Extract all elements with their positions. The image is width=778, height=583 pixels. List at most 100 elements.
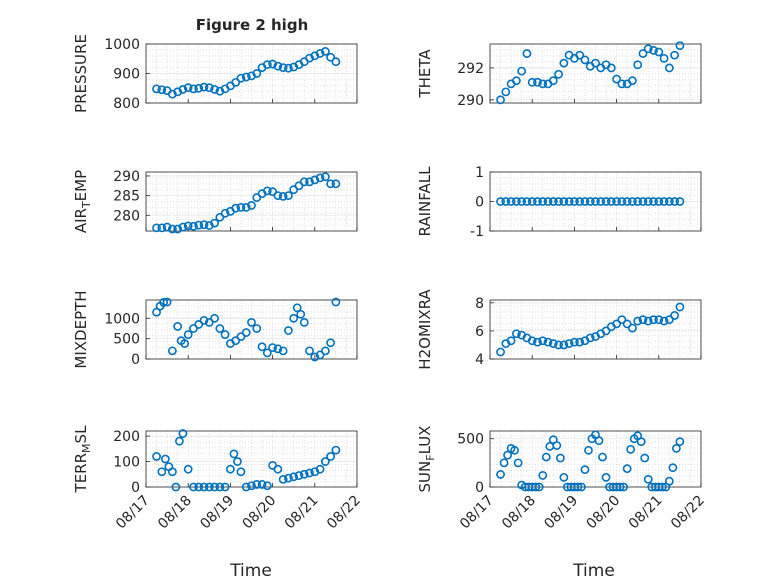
data-point xyxy=(210,218,219,228)
data-point xyxy=(331,445,341,455)
y-axis-label: AIRTEMP xyxy=(72,170,93,233)
data-point xyxy=(636,437,646,447)
data-point xyxy=(638,197,648,206)
data-point xyxy=(668,463,678,473)
data-point xyxy=(262,348,272,358)
data-point xyxy=(204,83,214,93)
x-tick-label: 08/19 xyxy=(541,493,581,533)
subplot-h2omixra: 4 6 8 H2OMIXRA xyxy=(416,289,702,370)
data-point xyxy=(638,315,648,325)
data-point xyxy=(601,472,611,482)
data-point xyxy=(178,222,188,232)
data-point xyxy=(284,63,293,73)
y-tick-label: 292 xyxy=(457,61,484,77)
data-point xyxy=(326,452,336,461)
data-point xyxy=(671,443,681,453)
data-point xyxy=(657,482,667,492)
y-tick-label: 800 xyxy=(113,96,140,112)
data-point xyxy=(194,320,204,329)
y-tick-label: 500 xyxy=(457,432,484,448)
data-point xyxy=(554,197,563,206)
data-point xyxy=(284,326,293,335)
data-point xyxy=(559,472,569,482)
data-point xyxy=(199,220,209,230)
y-tick-label: 280 xyxy=(113,208,140,224)
subplot-sun_flux: 0 500 08/17 08/18 08/19 08/20 08/21 08/22 SUNFLU… xyxy=(416,426,708,533)
data-point xyxy=(152,452,161,461)
data-point xyxy=(622,464,632,474)
data-point xyxy=(278,346,288,356)
x-tick-label: 08/18 xyxy=(499,493,539,533)
data-point xyxy=(299,317,309,327)
y-tick-label: 500 xyxy=(113,332,140,348)
data-point xyxy=(527,77,537,87)
axes-box xyxy=(145,299,358,360)
data-point xyxy=(612,197,621,206)
data-point xyxy=(570,197,579,206)
data-point xyxy=(675,437,685,447)
data-point xyxy=(584,445,593,455)
data-point xyxy=(564,339,574,348)
data-point xyxy=(189,482,198,492)
data-point xyxy=(664,197,674,206)
data-point xyxy=(210,482,219,492)
data-point xyxy=(501,87,511,97)
data-point xyxy=(310,51,320,61)
data-point xyxy=(305,177,314,187)
x-tick-label: 08/17 xyxy=(113,493,153,533)
data-point xyxy=(241,482,251,492)
data-point xyxy=(628,323,637,333)
data-point xyxy=(538,471,548,480)
data-point xyxy=(606,63,616,73)
x-tick-label: 08/20 xyxy=(584,493,624,533)
data-point xyxy=(167,224,177,234)
y-tick-label: 0 xyxy=(131,480,140,496)
data-point xyxy=(220,482,230,492)
data-point xyxy=(215,86,225,96)
data-point xyxy=(289,62,299,72)
data-point xyxy=(220,330,230,339)
data-point xyxy=(664,63,674,73)
data-point xyxy=(326,52,336,62)
data-point xyxy=(180,339,190,348)
y-axis-label: SUNFLUX xyxy=(416,426,437,493)
data-point xyxy=(183,330,193,339)
data-point xyxy=(510,445,520,455)
data-point xyxy=(157,467,167,477)
data-point xyxy=(633,197,643,206)
subplot-rainfall: -1 0 1 RAINFALL xyxy=(416,165,702,240)
data-point xyxy=(167,467,177,477)
y-tick-label: 200 xyxy=(113,429,140,445)
data-point xyxy=(575,337,585,347)
data-point xyxy=(320,457,330,466)
data-point xyxy=(548,76,558,86)
data-point xyxy=(247,317,256,327)
data-point xyxy=(215,324,225,333)
data-point xyxy=(159,298,168,307)
data-point xyxy=(573,482,583,492)
axes-box xyxy=(145,171,358,232)
data-point xyxy=(194,220,204,230)
data-point xyxy=(617,315,627,325)
data-point xyxy=(268,59,277,69)
data-point xyxy=(194,482,204,492)
y-axis-label: RAINFALL xyxy=(416,166,434,237)
data-point xyxy=(596,197,606,206)
data-point xyxy=(236,467,246,477)
data-point xyxy=(664,476,674,486)
data-point xyxy=(173,322,183,331)
data-point xyxy=(506,336,516,346)
y-axis-label: THETA xyxy=(416,49,434,99)
data-point xyxy=(315,464,325,474)
data-point xyxy=(612,74,621,84)
data-point xyxy=(522,197,532,206)
data-point xyxy=(294,471,304,480)
data-point xyxy=(601,326,611,336)
data-point xyxy=(178,85,188,94)
y-tick-label: -1 xyxy=(470,224,484,240)
data-point xyxy=(171,482,181,492)
data-point xyxy=(315,350,325,360)
data-point xyxy=(601,197,611,206)
y-tick-label: 8 xyxy=(475,296,484,312)
